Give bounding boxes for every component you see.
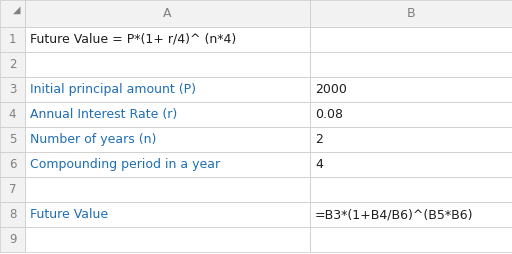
Bar [0, 0, 25, 27]
Text: Number of years (n): Number of years (n) [30, 133, 156, 146]
Bar [0, 77, 25, 102]
Bar [0, 27, 25, 52]
Text: Future Value = P*(1+ r/4)^ (n*4): Future Value = P*(1+ r/4)^ (n*4) [30, 33, 236, 46]
Bar [0, 102, 25, 127]
Text: A: A [163, 7, 172, 20]
Text: 6: 6 [9, 158, 16, 171]
Bar [25, 177, 310, 202]
Bar [25, 102, 310, 127]
Bar [25, 127, 310, 152]
Text: 5: 5 [9, 133, 16, 146]
Bar [310, 152, 512, 177]
Text: 9: 9 [9, 233, 16, 246]
Text: 3: 3 [9, 83, 16, 96]
Bar [310, 177, 512, 202]
Bar [0, 177, 25, 202]
Bar [0, 202, 25, 227]
Text: 2: 2 [9, 58, 16, 71]
Bar [310, 52, 512, 77]
Bar [0, 127, 25, 152]
Text: ◢: ◢ [12, 5, 20, 15]
Text: 4: 4 [315, 158, 323, 171]
Bar [310, 27, 512, 52]
Bar [310, 227, 512, 252]
Bar [25, 77, 310, 102]
Text: 0.08: 0.08 [315, 108, 343, 121]
Text: 7: 7 [9, 183, 16, 196]
Bar [310, 202, 512, 227]
Text: 4: 4 [9, 108, 16, 121]
Bar [25, 152, 310, 177]
Bar [310, 0, 512, 27]
Bar [310, 127, 512, 152]
Bar [310, 102, 512, 127]
Text: 2: 2 [315, 133, 323, 146]
Text: B: B [407, 7, 415, 20]
Bar [0, 227, 25, 252]
Bar [25, 27, 310, 52]
Bar [25, 227, 310, 252]
Bar [310, 77, 512, 102]
Bar [0, 152, 25, 177]
Text: 2000: 2000 [315, 83, 347, 96]
Text: Initial principal amount (P): Initial principal amount (P) [30, 83, 196, 96]
Text: 1: 1 [9, 33, 16, 46]
Text: Annual Interest Rate (r): Annual Interest Rate (r) [30, 108, 177, 121]
Text: Compounding period in a year: Compounding period in a year [30, 158, 220, 171]
Text: =B3*(1+B4/B6)^(B5*B6): =B3*(1+B4/B6)^(B5*B6) [315, 208, 474, 221]
Bar [25, 52, 310, 77]
Bar [0, 52, 25, 77]
Bar [25, 0, 310, 27]
Text: Future Value: Future Value [30, 208, 108, 221]
Text: 8: 8 [9, 208, 16, 221]
Bar [25, 202, 310, 227]
